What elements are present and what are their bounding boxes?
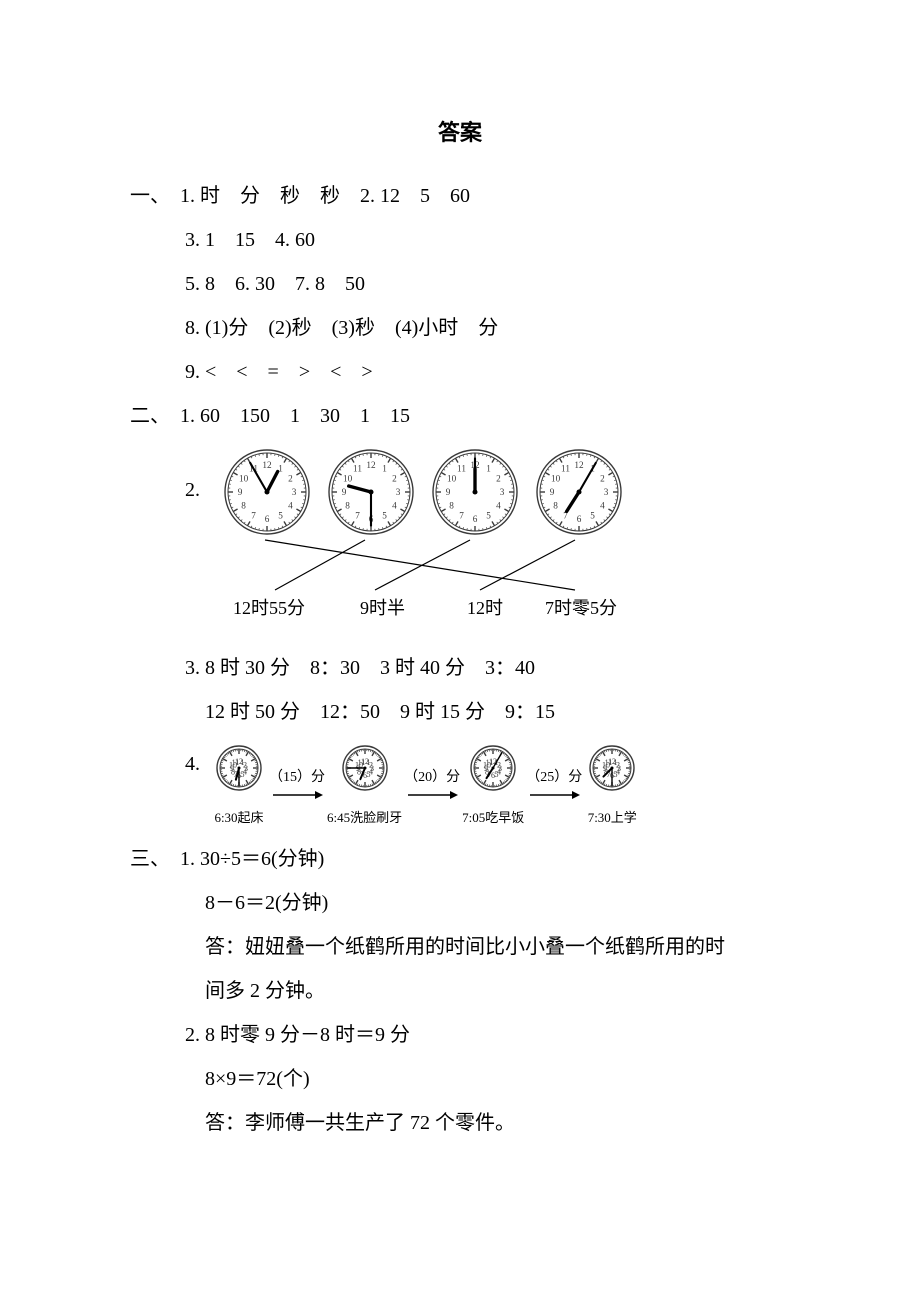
arrow-icon: （20）分 xyxy=(404,767,460,801)
clock-icon: 1234567891011126:45洗脸刷牙 xyxy=(327,740,402,829)
clock-label: 12时55分 xyxy=(233,594,305,623)
sec2-q4: 4. 1234567891011126:30起床（15）分12345678910… xyxy=(185,740,790,829)
sec1-line2: 3. 1 15 4. 60 xyxy=(185,224,790,256)
clock-caption: 6:30起床 xyxy=(211,808,267,829)
sec2-label: 二、 xyxy=(130,400,180,432)
gap-label: （25）分 xyxy=(526,767,582,789)
sec3-line1: 三、1. 30÷5＝6(分钟) xyxy=(130,843,790,875)
page-title: 答案 xyxy=(130,115,790,150)
svg-text:12: 12 xyxy=(608,757,616,766)
sec1-l1-text: 1. 时 分 秒 秒 2. 12 5 60 xyxy=(180,185,470,207)
clock-caption: 7:30上学 xyxy=(584,808,640,829)
svg-text:5: 5 xyxy=(614,770,618,779)
sec3-line4: 间多 2 分钟。 xyxy=(205,975,790,1007)
clock-caption: 6:45洗脸刷牙 xyxy=(327,808,402,829)
sec1-label: 一、 xyxy=(130,180,180,212)
sec2-q2-num: 2. xyxy=(185,474,200,506)
page: 答案 一、1. 时 分 秒 秒 2. 12 5 60 3. 1 15 4. 60… xyxy=(0,0,920,1302)
clock-caption: 7:05吃早饭 xyxy=(462,808,524,829)
svg-text:6: 6 xyxy=(491,771,495,780)
gap-label: （15）分 xyxy=(269,767,325,789)
gap-label: （20）分 xyxy=(404,767,460,789)
sec2-l3a: 3. 8 时 30 分 8：30 3 时 40 分 3：40 xyxy=(185,652,790,684)
sec2-l3b: 12 时 50 分 12：50 9 时 15 分 9：15 xyxy=(205,696,790,728)
q2-svg-wrap: 1234567891011121234567891011121234567891… xyxy=(215,444,631,604)
clock-label: 7时零5分 xyxy=(545,594,617,623)
sec3-l1-text: 1. 30÷5＝6(分钟) xyxy=(180,848,324,870)
q4-row: 1234567891011126:30起床（15）分12345678910111… xyxy=(211,740,640,829)
sec3-line6: 8×9＝72(个) xyxy=(205,1063,790,1095)
sec2-line1: 二、1. 60 150 1 30 1 15 xyxy=(130,400,790,432)
sec1-line5: 9. < < = > < > xyxy=(185,356,790,388)
svg-text:5: 5 xyxy=(241,770,245,779)
clock-label: 12时 xyxy=(467,594,503,623)
sec2-q2-wrap: 1234567891011121234567891011121234567891… xyxy=(215,444,631,604)
sec2-q2: 2. 1234567891011121234567891011121234567… xyxy=(185,444,790,604)
sec3-label: 三、 xyxy=(130,843,180,875)
clock-icon: 1234567891011126:30起床 xyxy=(211,740,267,829)
sec3-line5: 2. 8 时零 9 分－8 时＝9 分 xyxy=(185,1019,790,1051)
arrow-icon: （15）分 xyxy=(269,767,325,801)
svg-text:12: 12 xyxy=(361,757,369,766)
sec1-line3: 5. 8 6. 30 7. 8 50 xyxy=(185,268,790,300)
sec2-l1-text: 1. 60 150 1 30 1 15 xyxy=(180,405,410,427)
svg-text:12: 12 xyxy=(489,757,497,766)
sec3-line2: 8－6＝2(分钟) xyxy=(205,887,790,919)
clock-icon: 1234567891011127:05吃早饭 xyxy=(462,740,524,829)
sec1-line1: 一、1. 时 分 秒 秒 2. 12 5 60 xyxy=(130,180,790,212)
sec2-q4-num: 4. xyxy=(185,748,200,780)
sec1-line4: 8. (1)分 (2)秒 (3)秒 (4)小时 分 xyxy=(185,312,790,344)
svg-text:5: 5 xyxy=(366,770,370,779)
sec3-line7: 答：李师傅一共生产了 72 个零件。 xyxy=(205,1107,790,1139)
q2-cross-lines xyxy=(215,444,631,604)
svg-text:12: 12 xyxy=(235,757,243,766)
svg-text:5: 5 xyxy=(495,770,499,779)
arrow-icon: （25）分 xyxy=(526,767,582,801)
sec3-line3: 答：妞妞叠一个纸鹤所用的时间比小小叠一个纸鹤所用的时 xyxy=(205,931,790,963)
clock-label: 9时半 xyxy=(360,594,405,623)
clock-icon: 1234567891011127:30上学 xyxy=(584,740,640,829)
